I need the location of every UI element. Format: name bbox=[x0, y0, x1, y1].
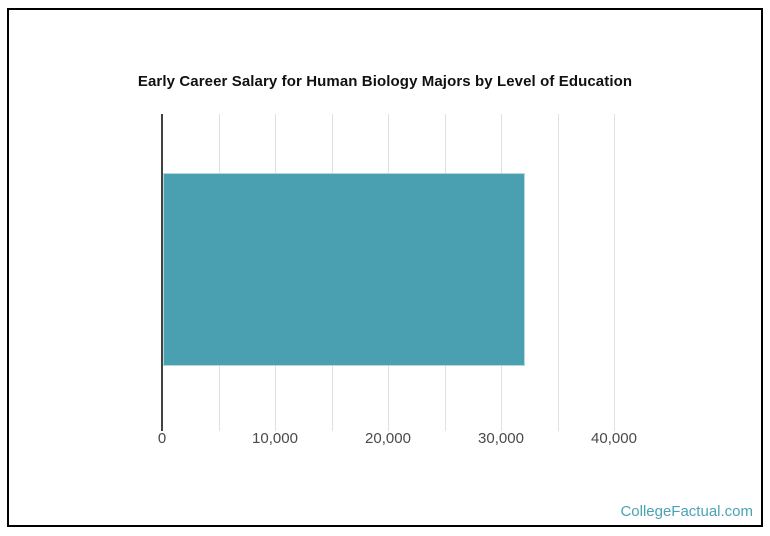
y-axis-line bbox=[161, 114, 163, 431]
chart-title: Early Career Salary for Human Biology Ma… bbox=[137, 73, 633, 90]
x-axis-tick-label: 10,000 bbox=[252, 430, 298, 447]
gridline bbox=[557, 114, 559, 431]
x-axis-tick-label: 30,000 bbox=[478, 430, 524, 447]
salary-bar[interactable] bbox=[163, 173, 525, 366]
x-axis-tick-label: 40,000 bbox=[591, 430, 637, 447]
x-axis-tick-label: 20,000 bbox=[365, 430, 411, 447]
plot-area bbox=[161, 114, 615, 431]
gridline bbox=[614, 114, 615, 431]
x-axis-labels: 0 10,000 20,000 30,000 40,000 bbox=[158, 430, 637, 450]
collegefactual-watermark-link[interactable]: CollegeFactual.com bbox=[620, 503, 753, 520]
x-axis-tick-label: 0 bbox=[157, 430, 167, 447]
chart-frame: Early Career Salary for Human Biology Ma… bbox=[7, 8, 763, 527]
